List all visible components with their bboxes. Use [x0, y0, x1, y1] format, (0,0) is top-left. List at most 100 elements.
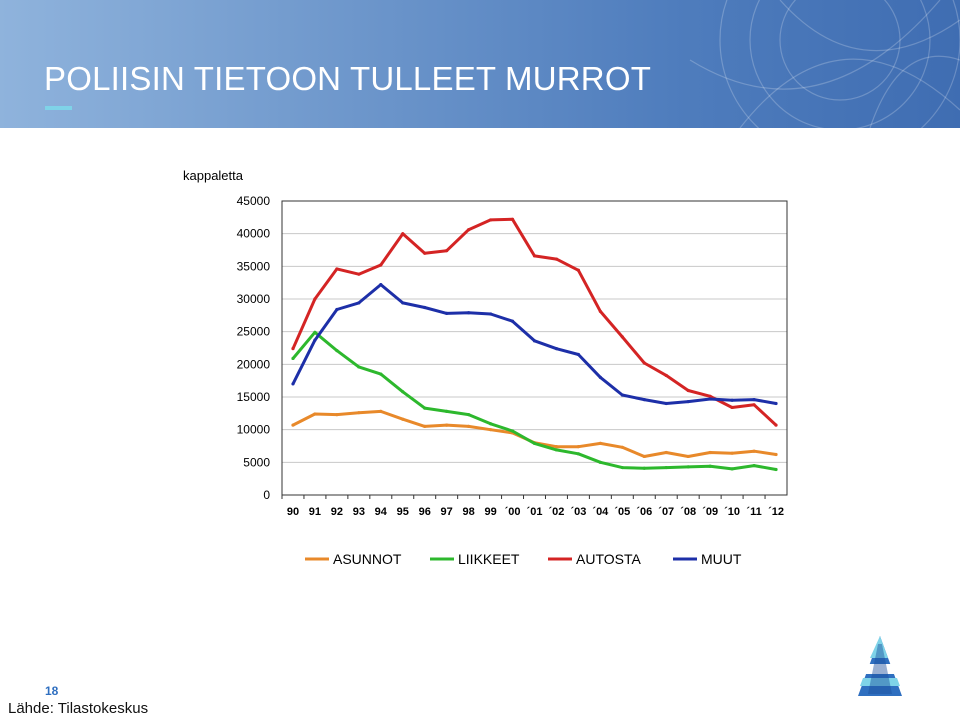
data-point: [423, 406, 427, 410]
data-point: [554, 347, 559, 351]
x-tick-label: 96: [419, 506, 431, 518]
data-point: [598, 441, 602, 445]
y-tick-labels: 0 5000 10000 15000 20000 25000 30000 35000 40000…: [237, 194, 271, 502]
y-tick-label: 15000: [237, 390, 271, 404]
x-tick-label: ´10: [724, 506, 740, 518]
data-point: [576, 452, 581, 456]
data-point: [379, 409, 383, 413]
data-point: [423, 251, 427, 255]
data-point: [598, 309, 602, 314]
y-tick-label: 5000: [243, 455, 270, 469]
series-line-autosta: [291, 217, 778, 427]
police-logo-icon: [858, 636, 902, 696]
x-tick-label: ´11: [746, 506, 761, 518]
data-point: [291, 347, 295, 351]
data-point: [357, 365, 361, 369]
data-point: [445, 409, 449, 413]
data-point: [620, 393, 624, 397]
data-point: [335, 349, 339, 353]
x-tick-label: ´00: [505, 506, 521, 518]
data-point: [730, 405, 734, 410]
data-point: [313, 412, 317, 416]
x-tick-label: 94: [375, 506, 388, 518]
data-point: [291, 382, 295, 386]
data-point: [730, 467, 734, 471]
data-point: [532, 339, 537, 343]
x-tick-label: 95: [397, 506, 409, 518]
data-point: [357, 301, 361, 305]
data-point: [467, 413, 471, 417]
data-point: [488, 428, 493, 432]
series-line-asunnot: [292, 409, 777, 458]
data-point: [686, 399, 690, 404]
legend-label: AUTOSTA: [576, 551, 641, 567]
data-point: [379, 283, 383, 287]
data-point: [423, 424, 427, 428]
data-point: [313, 338, 317, 342]
data-point: [401, 232, 405, 236]
page-number: 18: [45, 684, 59, 698]
data-point: [598, 460, 602, 464]
data-point: [620, 335, 624, 339]
legend-label: MUUT: [701, 551, 742, 567]
x-tick-label: 91: [309, 506, 321, 518]
x-tick-label: 99: [484, 506, 496, 518]
x-tick-label: ´01: [527, 506, 543, 518]
data-point: [313, 297, 317, 301]
data-point: [467, 228, 471, 232]
data-point: [488, 312, 493, 316]
data-point: [664, 401, 668, 406]
data-point: [423, 305, 427, 310]
data-point: [532, 441, 537, 445]
data-point: [686, 465, 690, 469]
x-tick-label: ´07: [658, 506, 674, 518]
y-tick-label: 20000: [237, 357, 271, 371]
data-point: [708, 394, 712, 398]
legend-label: ASUNNOT: [333, 551, 402, 567]
title-underline: [45, 106, 72, 110]
data-point: [774, 423, 778, 427]
x-tick-label: ´06: [636, 506, 652, 518]
y-tick-label: 0: [263, 488, 270, 502]
source-text: Lähde: Tilastokeskus: [8, 700, 149, 717]
data-point: [467, 311, 471, 315]
data-point: [752, 398, 756, 402]
data-point: [467, 424, 471, 428]
line-chart: kappaletta 0 5000 10000 15000 20000 25000 3000…: [183, 168, 788, 567]
data-point: [774, 452, 778, 457]
y-tick-label: 40000: [237, 227, 271, 241]
y-tick-label: 45000: [237, 194, 271, 208]
data-point: [642, 398, 646, 402]
data-point: [730, 398, 734, 402]
series-line-muut: [291, 283, 777, 405]
data-point: [335, 267, 339, 271]
data-point: [445, 311, 449, 315]
data-point: [752, 464, 756, 468]
slide-title: POLIISIN TIETOON TULLEET MURROT: [44, 60, 652, 97]
x-tick-label: ´03: [570, 506, 586, 518]
x-tick-label: ´04: [592, 506, 609, 518]
legend-label: LIIKKEET: [458, 551, 520, 567]
data-point: [488, 422, 493, 426]
y-tick-label: 35000: [237, 259, 271, 273]
data-point: [335, 413, 339, 417]
data-point: [664, 465, 668, 470]
y-tick-label: 25000: [237, 325, 271, 339]
x-tick-label: ´08: [680, 506, 696, 518]
data-point: [554, 445, 559, 449]
data-point: [774, 401, 778, 406]
legend: ASUNNOT LIIKKEET AUTOSTA MUUT: [305, 551, 742, 567]
x-tick-label: 92: [331, 506, 343, 518]
data-point: [445, 249, 449, 253]
x-tick-label: ´12: [768, 506, 784, 518]
data-point: [752, 449, 756, 453]
data-point: [291, 423, 295, 427]
x-tick-label: ´09: [702, 506, 718, 518]
data-point: [642, 466, 646, 470]
data-point: [620, 465, 624, 470]
y-tick-label: 10000: [237, 423, 271, 437]
data-point: [357, 411, 361, 415]
data-point: [335, 307, 339, 312]
series-lines: [291, 217, 778, 472]
plot-frame: [281, 200, 788, 496]
